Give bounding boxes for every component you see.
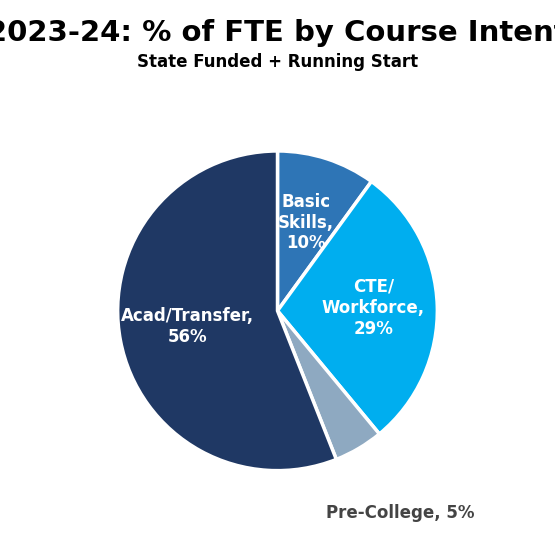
Text: CTE/
Workforce,
29%: CTE/ Workforce, 29% <box>322 278 425 337</box>
Text: State Funded + Running Start: State Funded + Running Start <box>137 53 418 70</box>
Text: Pre-College, 5%: Pre-College, 5% <box>326 504 474 522</box>
Wedge shape <box>278 181 437 434</box>
Text: Basic
Skills,
10%: Basic Skills, 10% <box>278 193 334 253</box>
Wedge shape <box>278 311 380 460</box>
Wedge shape <box>278 151 371 311</box>
Text: 2023-24: % of FTE by Course Intent: 2023-24: % of FTE by Course Intent <box>0 19 555 47</box>
Text: Acad/Transfer,
56%: Acad/Transfer, 56% <box>122 307 254 346</box>
Wedge shape <box>118 151 336 471</box>
